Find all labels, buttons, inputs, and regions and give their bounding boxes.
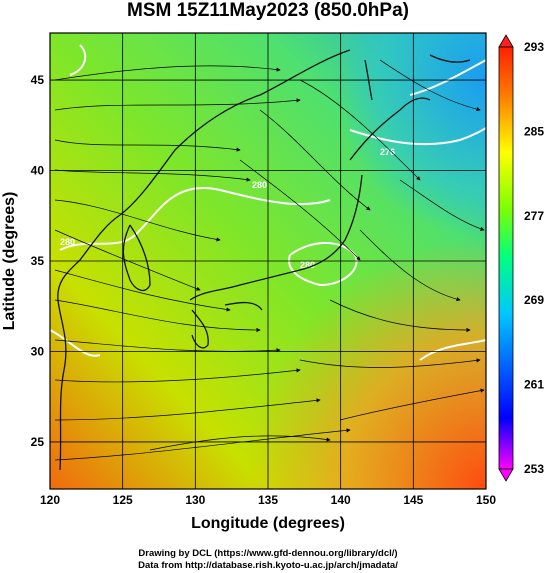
- streamline: [54, 428, 351, 461]
- colorbar-tick-label: 293: [524, 40, 544, 54]
- streamline: [399, 179, 485, 231]
- streamline: [299, 79, 421, 181]
- x-tick-label: 125: [113, 493, 133, 507]
- footer-credit-data: Data from http://database.rish.kyoto-u.a…: [138, 560, 398, 571]
- colorbar-tick-label: 261: [524, 378, 544, 392]
- isotherm: [69, 44, 87, 76]
- streamline: [379, 59, 481, 112]
- x-axis-label: Longitude (degrees): [191, 515, 345, 532]
- colorbar-tick-label: 253: [524, 462, 544, 476]
- korea-peninsula: [122, 224, 151, 292]
- colorbar-tick-label: 269: [524, 293, 544, 307]
- footer-credit-dcl: Drawing by DCL (https://www.gfd-dennou.o…: [138, 548, 397, 559]
- streamline: [329, 299, 471, 333]
- isotherm: [409, 59, 486, 96]
- contour-label: 280: [252, 180, 267, 190]
- map-title: MSM 15Z11May2023 (850.0hPa): [127, 0, 409, 21]
- colorbar: 293 285 277 269 261 253: [498, 34, 544, 482]
- streamline: [149, 435, 331, 451]
- isotherms: [50, 44, 486, 361]
- streamline: [54, 65, 281, 81]
- isotherm: [349, 127, 486, 146]
- x-axis-ticks: 120 125 130 135 140 145 150: [40, 493, 496, 507]
- x-tick-label: 140: [331, 493, 351, 507]
- honshu-coast: [189, 174, 363, 301]
- colorbar-min-arrow: [498, 468, 514, 482]
- streamline: [54, 368, 301, 383]
- kuril-coast: [429, 54, 471, 63]
- streamline: [359, 229, 461, 302]
- plot-frame: [49, 32, 487, 490]
- hokkaido-coast: [349, 97, 431, 161]
- colorbar-max-arrow: [498, 34, 514, 48]
- x-tick-label: 135: [258, 493, 278, 507]
- y-tick-label: 40: [31, 164, 45, 178]
- streamline: [339, 388, 485, 421]
- x-tick-label: 120: [40, 493, 60, 507]
- y-tick-label: 25: [31, 435, 45, 449]
- contour-label: 280: [300, 260, 315, 270]
- asia-mainland-coast: [57, 49, 351, 471]
- isotherm: [50, 329, 101, 357]
- streamline: [54, 139, 241, 152]
- contour-label: 280: [60, 237, 75, 247]
- isotherm: [59, 187, 331, 251]
- contour-label: 276: [380, 147, 395, 157]
- sakhalin-coast: [364, 59, 373, 101]
- shikoku-coast: [224, 301, 263, 311]
- streamline: [259, 109, 371, 211]
- y-tick-label: 45: [31, 73, 45, 87]
- streamline: [54, 98, 301, 111]
- streamlines: [54, 59, 485, 461]
- streamline: [54, 169, 251, 182]
- colorbar-scale: [498, 46, 514, 470]
- plot-area: 280 276 280 280: [50, 33, 486, 489]
- lat-lon-grid: [50, 33, 486, 489]
- x-tick-label: 150: [476, 493, 496, 507]
- colorbar-ticks: 293 285 277 269 261 253: [524, 40, 544, 476]
- colorbar-tick-label: 285: [524, 124, 544, 138]
- isotherm: [288, 242, 358, 287]
- streamline: [54, 299, 261, 333]
- y-tick-label: 30: [31, 344, 45, 358]
- x-tick-label: 145: [403, 493, 423, 507]
- streamline: [54, 269, 231, 312]
- colorbar-tick-label: 277: [524, 209, 544, 223]
- streamline: [54, 229, 201, 291]
- y-axis-label: Latitude (degrees): [1, 192, 18, 331]
- x-tick-label: 130: [185, 493, 205, 507]
- streamline: [299, 358, 481, 368]
- y-tick-label: 35: [31, 254, 45, 268]
- isotherm: [419, 339, 486, 361]
- streamline: [54, 398, 321, 421]
- y-axis-ticks: 25 30 35 40 45: [31, 73, 45, 449]
- streamline: [54, 199, 221, 242]
